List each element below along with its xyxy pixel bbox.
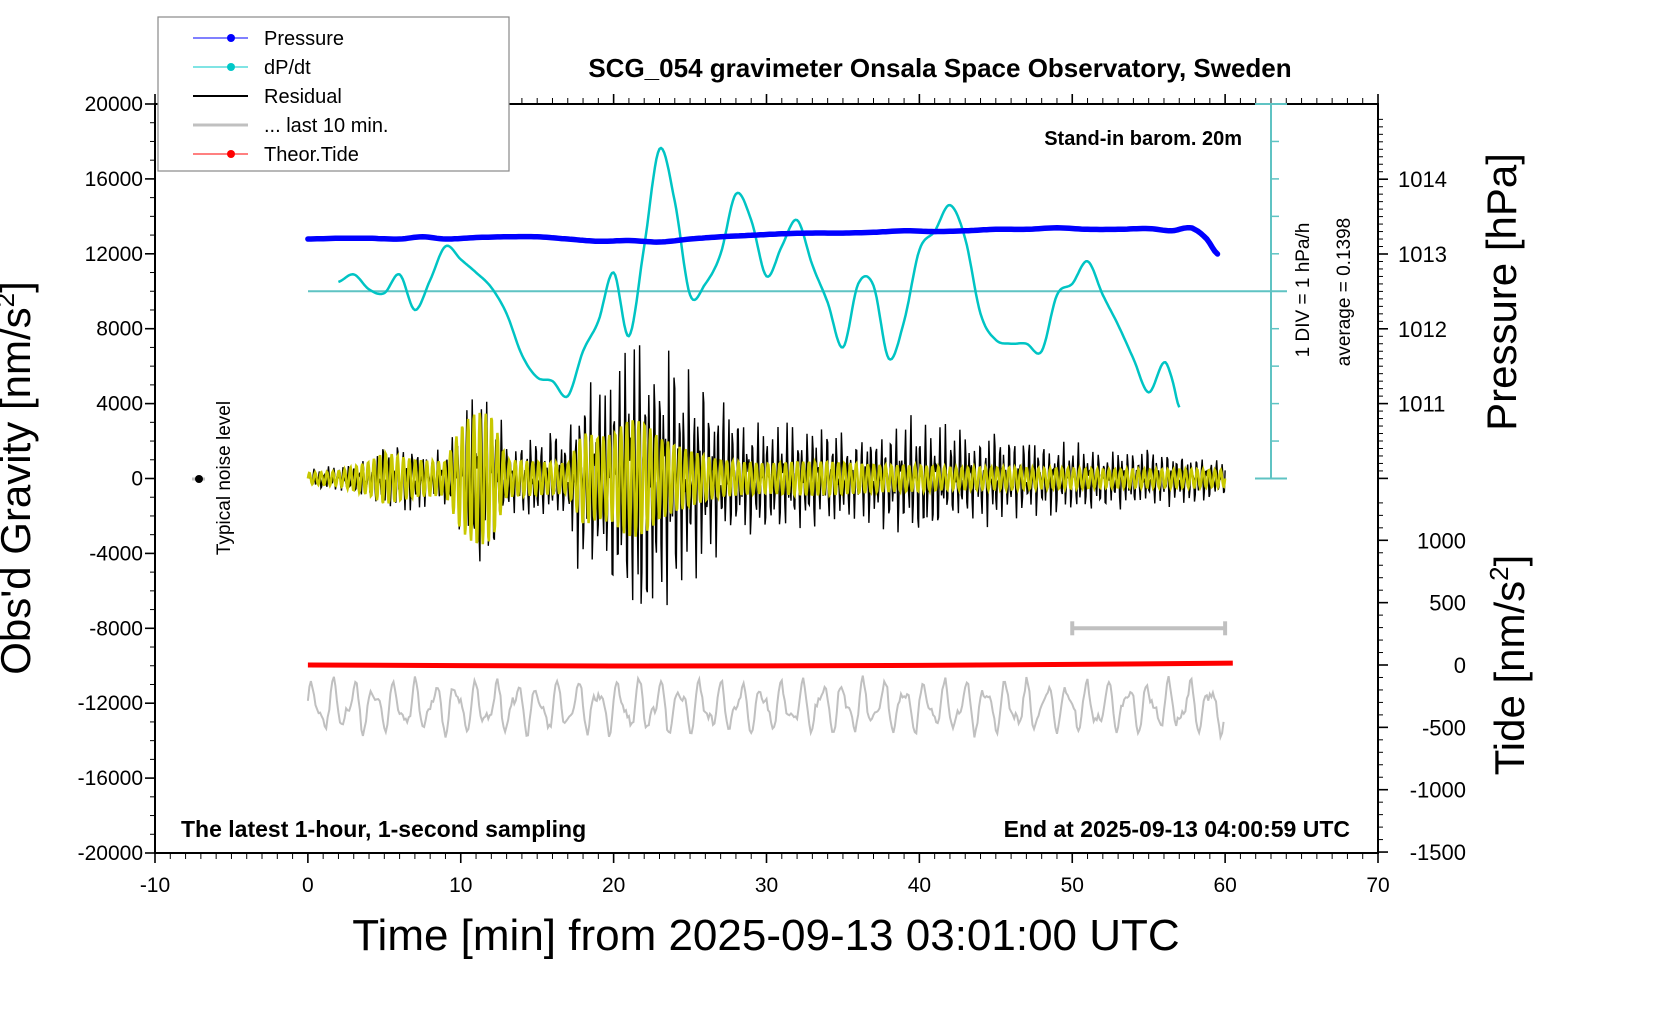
y-tide-tick-label: 0: [1454, 653, 1466, 678]
y-left-tick-labels: 20000 16000 12000 8000 4000 0 -4000 -8000 -12000…: [78, 93, 143, 865]
legend-label: ... last 10 min.: [264, 115, 389, 137]
y-left-tick-label: -20000: [78, 842, 143, 865]
average-label: average = 0.1398: [1334, 218, 1355, 366]
legend-label: Theor.Tide: [264, 144, 359, 166]
noise-level-point: [195, 475, 203, 483]
scale-bar: [1070, 621, 1228, 636]
y-pressure-tick-label: 1013: [1398, 242, 1447, 267]
x-tick-label: 0: [302, 874, 314, 897]
y-left-tick-label: 8000: [96, 318, 143, 341]
y-left-tick-label: -12000: [78, 692, 143, 715]
x-tick-label: 10: [449, 874, 472, 897]
pressure-series: [305, 224, 1221, 257]
y-pressure-tick-label: 1014: [1398, 167, 1447, 192]
legend-entry: Residual: [193, 86, 342, 108]
y-pressure-tick-labels: 1014 1013 1012 1011: [1398, 167, 1447, 416]
legend-marker: [227, 63, 235, 71]
y-tide-tick-label: 1000: [1417, 528, 1466, 553]
legend-entry: Theor.Tide: [193, 144, 359, 166]
y-left-tick-label: 16000: [85, 168, 143, 191]
y-left-axis-label: Obs'd Gravity [nm/s2]: [0, 281, 39, 675]
x-tick-label: 20: [602, 874, 625, 897]
y-tide-tick-labels: 1000 500 0 -500 -1000 -1500: [1410, 528, 1466, 865]
y-tide-axis-label-text: Tide [nm/s: [1486, 581, 1533, 776]
legend-box: [157, 16, 510, 172]
noise-level-label: Typical noise level: [214, 401, 235, 555]
dpdt-series: [337, 146, 1181, 408]
legend-label: Residual: [264, 86, 342, 108]
legend-entry: dP/dt: [193, 57, 311, 79]
div-label: 1 DIV = 1 hPa/h: [1293, 223, 1314, 358]
y-pressure-tick-label: 1012: [1398, 317, 1447, 342]
y-tide-axis-label-close: ]: [1486, 555, 1533, 567]
x-tick-labels: -10 0 10 20 30 40 50 60 70: [140, 874, 1390, 897]
legend-entry: Pressure: [193, 28, 344, 50]
legend-label: Pressure: [264, 28, 344, 50]
dpdt-scale-axis: [308, 103, 1287, 480]
y-tide-tick-label: -1000: [1410, 778, 1466, 803]
y-tide-axis-label-sup: 2: [1484, 566, 1514, 580]
legend-marker: [227, 150, 235, 158]
x-tick-label: 70: [1366, 874, 1389, 897]
latest-label: The latest 1-hour, 1-second sampling: [181, 816, 586, 842]
theor-tide-series: [307, 660, 1233, 669]
legend-label: dP/dt: [264, 57, 311, 79]
last-10-min-series: [306, 675, 1225, 742]
y-tide-tick-label: 500: [1429, 591, 1466, 616]
y-left-tick-label: 12000: [85, 243, 143, 266]
x-axis-label: Time [min] from 2025-09-13 03:01:00 UTC: [352, 911, 1179, 960]
y-left-tick-label: -4000: [89, 542, 143, 565]
chart-title: SCG_054 gravimeter Onsala Space Observat…: [588, 53, 1291, 83]
y-left-tick-label: -8000: [89, 617, 143, 640]
legend-entry: ... last 10 min.: [193, 115, 389, 137]
x-tick-label: 30: [755, 874, 778, 897]
end-at-label: End at 2025-09-13 04:00:59 UTC: [1004, 816, 1350, 842]
y-left-tick-label: 20000: [85, 93, 143, 116]
x-tick-label: 40: [908, 874, 931, 897]
filtered-residual-series: [306, 412, 1227, 545]
x-tick-label: 50: [1061, 874, 1084, 897]
y-tide-axis-label: Tide [nm/s2]: [1484, 555, 1533, 776]
y-left-axis-label-sup: 2: [0, 293, 20, 307]
x-tick-label: 60: [1213, 874, 1236, 897]
y-pressure-tick-label: 1011: [1398, 392, 1445, 417]
y-left-tick-label: -16000: [78, 767, 143, 790]
y-left-axis-label-text: Obs'd Gravity [nm/s: [0, 307, 39, 674]
stand-in-label: Stand-in barom. 20m: [1044, 128, 1242, 150]
legend: Pressure dP/dt Residual ... last 10 min. The…: [157, 16, 510, 172]
y-tide-tick-label: -1500: [1410, 840, 1466, 865]
legend-marker: [227, 34, 235, 42]
y-pressure-axis-label: Pressure [hPa]: [1478, 153, 1525, 431]
y-left-axis-label-close: ]: [0, 281, 39, 293]
y-left-tick-label: 0: [131, 468, 143, 491]
y-tide-tick-label: -500: [1422, 715, 1466, 740]
y-left-tick-label: 4000: [96, 393, 143, 416]
x-tick-label: -10: [140, 874, 170, 897]
